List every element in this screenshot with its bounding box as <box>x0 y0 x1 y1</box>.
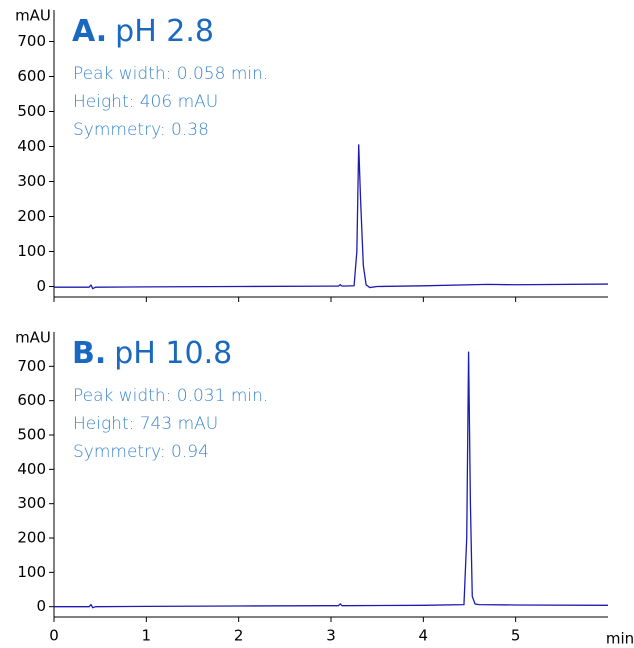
annotation: Peak width: 0.058 min. <box>73 64 268 84</box>
x-tick-label: 2 <box>234 627 244 645</box>
y-tick-label: 200 <box>17 529 46 547</box>
y-tick-label: 400 <box>17 137 46 155</box>
y-tick-label: 400 <box>17 460 46 478</box>
panel-label: B. <box>72 336 106 371</box>
y-tick-label: 500 <box>17 102 46 120</box>
y-axis-label: mAU <box>15 7 51 25</box>
trace <box>54 351 609 609</box>
y-tick-label: 700 <box>17 32 46 50</box>
x-tick-label: 0 <box>49 627 59 645</box>
y-tick-label: 0 <box>36 597 46 615</box>
x-tick-label: 3 <box>326 627 336 645</box>
x-tick-label: 5 <box>511 627 521 645</box>
x-tick-label: 4 <box>419 627 429 645</box>
panel-label: A. <box>72 14 107 49</box>
chart-title: B. pH 10.8 <box>72 336 232 371</box>
y-tick-label: 100 <box>17 563 46 581</box>
chart-title: A. pH 2.8 <box>72 14 214 49</box>
title-text: pH 10.8 <box>114 336 232 371</box>
y-tick-label: 200 <box>17 207 46 225</box>
annotation: Peak width: 0.031 min. <box>73 386 268 406</box>
y-tick-label: 300 <box>17 494 46 512</box>
x-tick-label: 1 <box>142 627 152 645</box>
y-tick-label: 0 <box>36 277 46 295</box>
y-tick-label: 100 <box>17 242 46 260</box>
y-tick-label: 700 <box>17 357 46 375</box>
y-tick-label: 500 <box>17 426 46 444</box>
trace <box>54 144 609 290</box>
y-tick-label: 600 <box>17 67 46 85</box>
y-tick-label: 300 <box>17 172 46 190</box>
annotation: Symmetry: 0.94 <box>73 442 209 462</box>
annotation: Height: 406 mAU <box>73 92 218 112</box>
title-text: pH 2.8 <box>115 14 214 49</box>
annotation: Height: 743 mAU <box>73 414 218 434</box>
y-tick-label: 600 <box>17 391 46 409</box>
x-axis-label: min <box>606 630 634 648</box>
annotation: Symmetry: 0.38 <box>73 120 209 140</box>
y-axis-label: mAU <box>15 329 51 347</box>
